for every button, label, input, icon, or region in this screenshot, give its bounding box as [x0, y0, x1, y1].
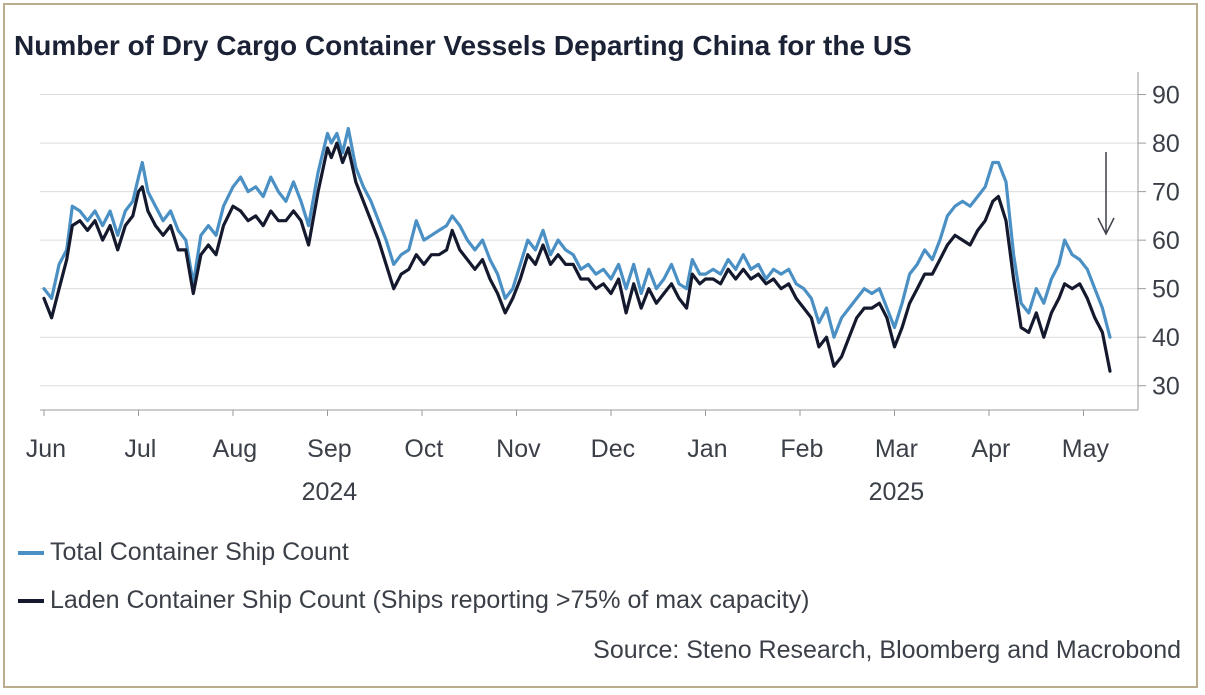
series-lines — [42, 126, 1112, 373]
y-tick-label-50: 50 — [1152, 276, 1180, 304]
gridlines — [40, 94, 1138, 387]
series-line-total — [42, 126, 1112, 339]
x-tick-label-may: May — [1062, 435, 1110, 463]
chart-title: Number of Dry Cargo Container Vessels De… — [14, 30, 912, 61]
x-tick-label-feb: Feb — [780, 435, 823, 463]
legend-swatch-total — [18, 550, 44, 555]
x-tick-label-jan: Jan — [687, 435, 727, 463]
y-tick-label-90: 90 — [1152, 82, 1180, 110]
x-year-label-2024: 2024 — [302, 478, 358, 506]
legend-item-total: Total Container Ship Count — [18, 538, 349, 567]
x-tick-label-apr: Apr — [971, 435, 1010, 463]
x-tick-label-mar: Mar — [875, 435, 918, 463]
y-tick-label-30: 30 — [1152, 373, 1180, 401]
axes: 30 40 50 60 70 80 90 Jun Jul Aug Sep Oct Nov Dec Jan Fe… — [26, 72, 1180, 506]
y-tick-label-70: 70 — [1152, 179, 1180, 207]
source-note: Source: Steno Research, Bloomberg and Ma… — [593, 636, 1181, 664]
y-tick-label-40: 40 — [1152, 324, 1180, 352]
legend-label-laden: Laden Container Ship Count (Ships report… — [50, 586, 810, 614]
x-tick-label-dec: Dec — [591, 435, 635, 463]
annotation-arrow-head — [1097, 217, 1115, 236]
x-tick-label-aug: Aug — [213, 435, 257, 463]
x-tick-label-sep: Sep — [307, 435, 351, 463]
x-tick-label-nov: Nov — [496, 435, 541, 463]
legend-item-laden: Laden Container Ship Count (Ships report… — [18, 586, 809, 615]
chart-frame — [3, 3, 1198, 688]
series-line-laden — [42, 141, 1112, 373]
y-tick-label-80: 80 — [1152, 130, 1180, 158]
legend-swatch-laden — [18, 598, 44, 603]
x-year-label-2025: 2025 — [869, 478, 925, 506]
x-tick-label-jun: Jun — [26, 435, 66, 463]
legend-label-total: Total Container Ship Count — [50, 538, 349, 566]
x-tick-label-oct: Oct — [404, 435, 443, 463]
x-tick-label-jul: Jul — [124, 435, 156, 463]
annotations — [1097, 152, 1115, 236]
y-tick-label-60: 60 — [1152, 227, 1180, 255]
